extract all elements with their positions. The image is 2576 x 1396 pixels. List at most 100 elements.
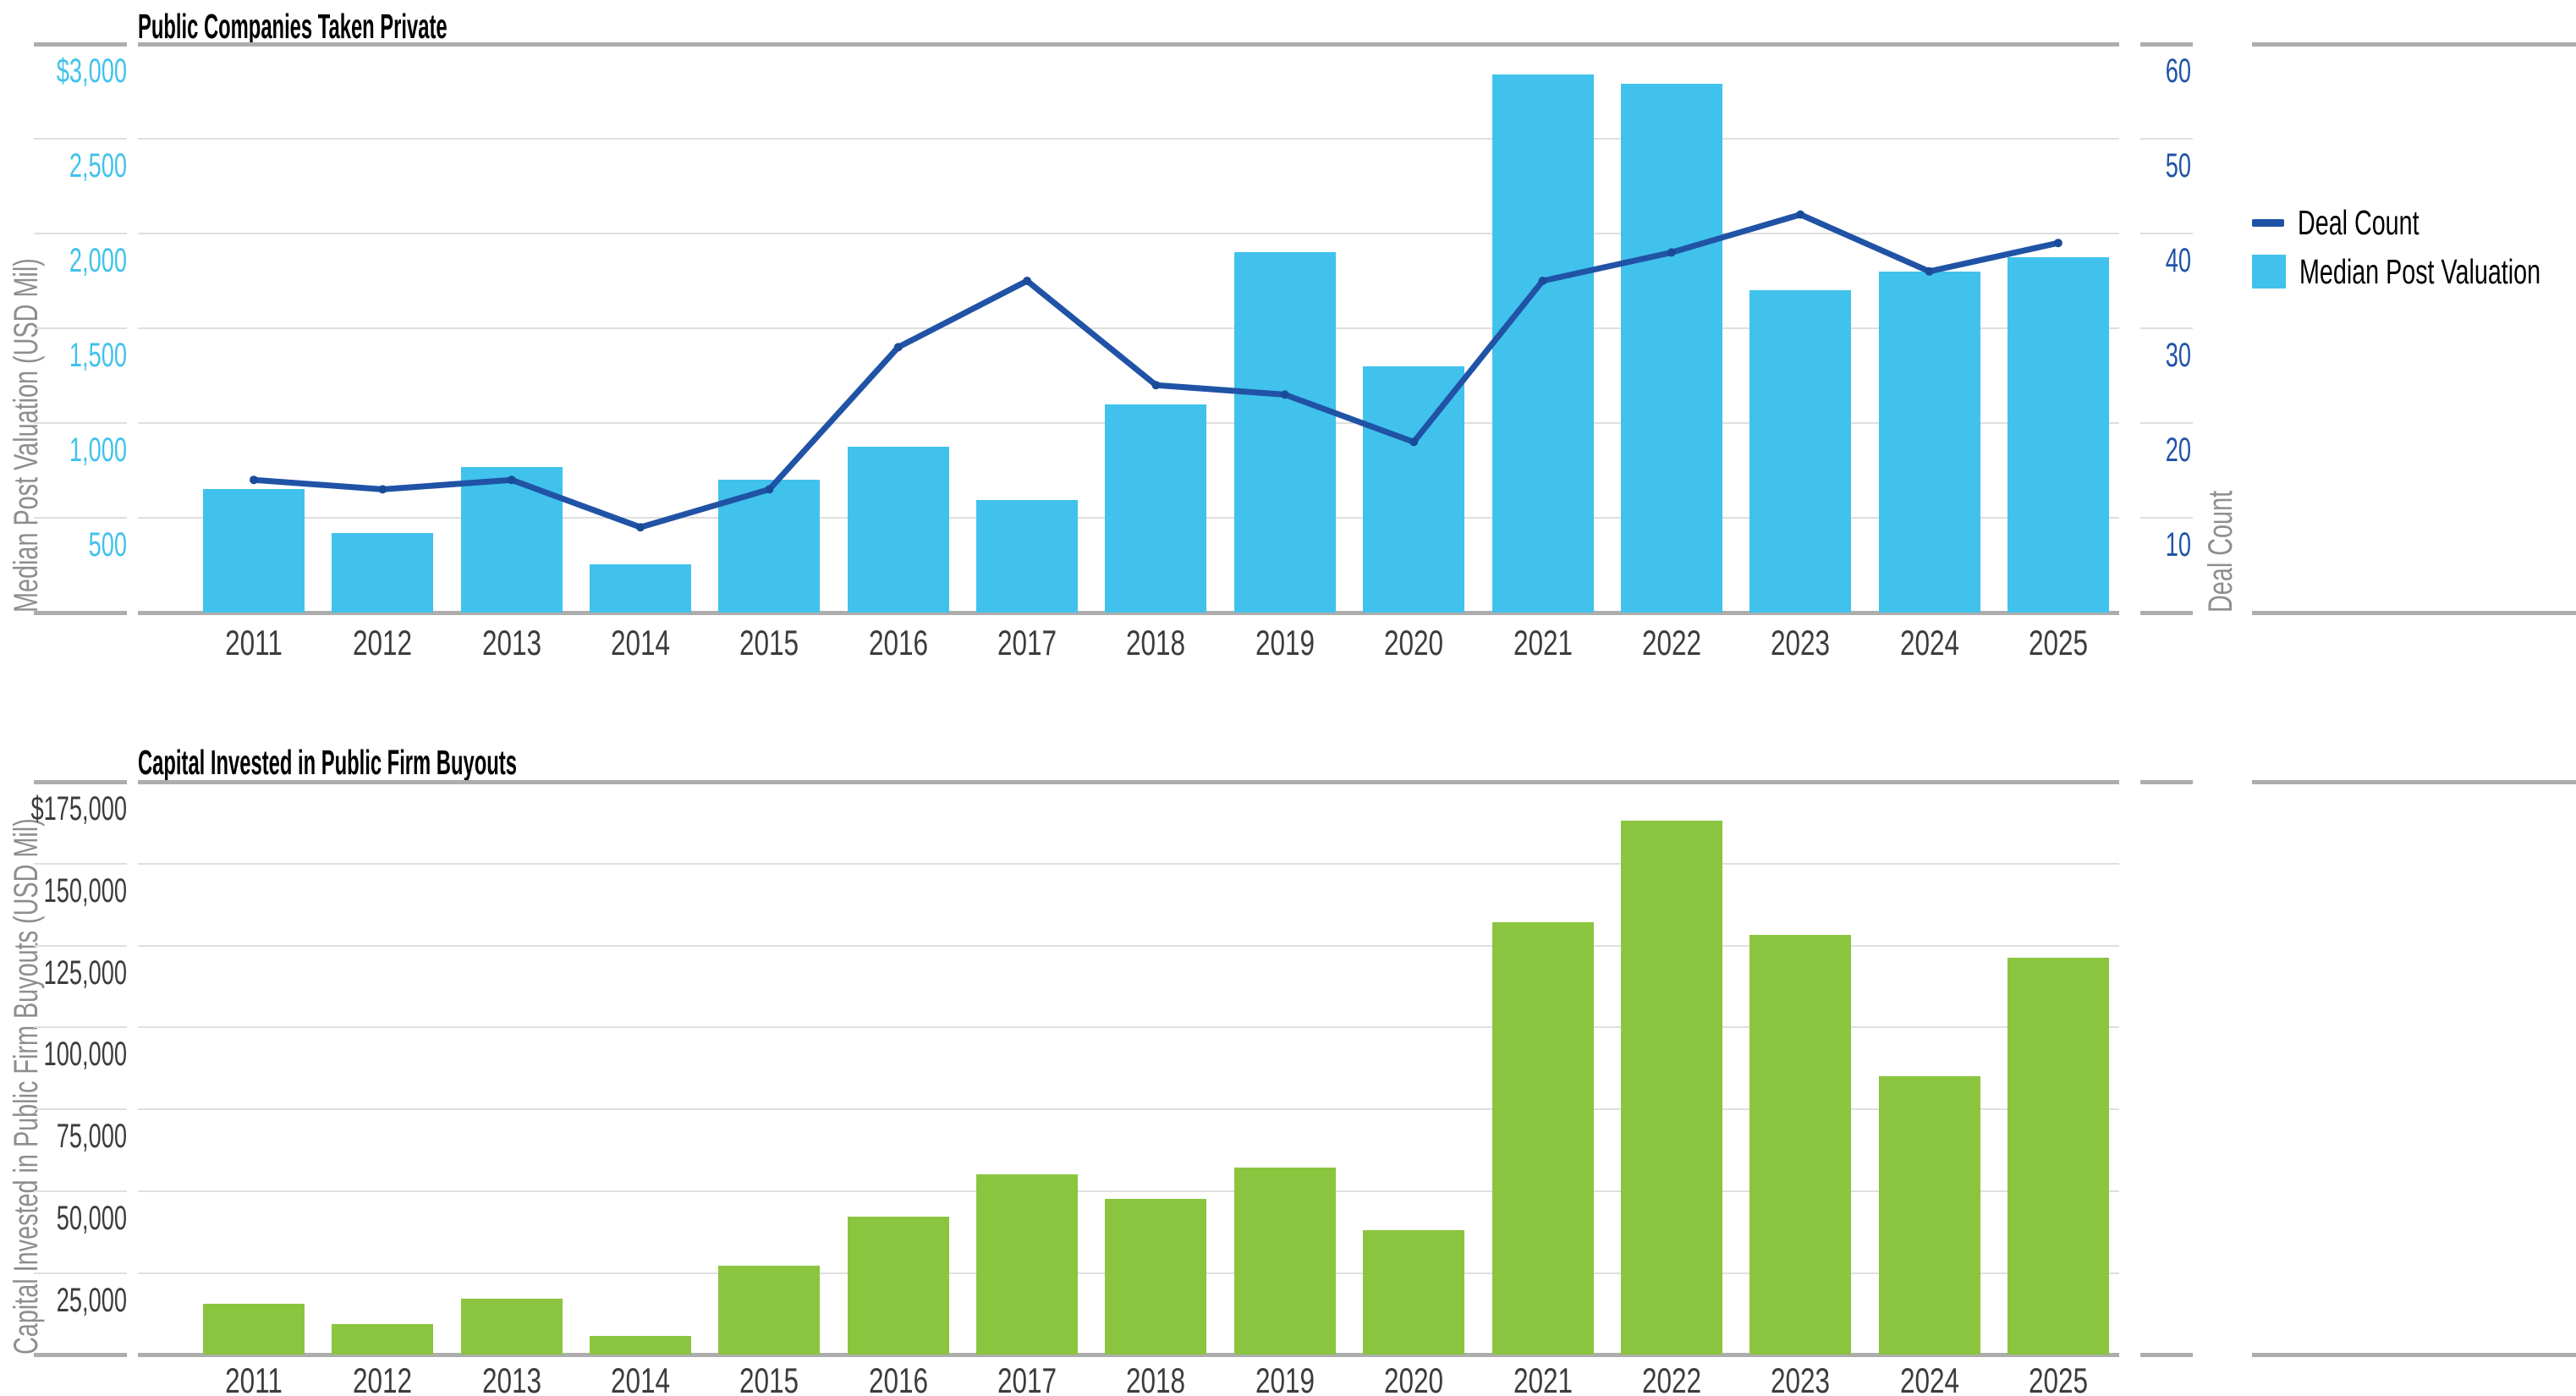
legend-item-deal-count: Deal Count xyxy=(2252,198,2576,247)
bar-2021 xyxy=(1491,921,1594,1355)
deal-count-point-2019 xyxy=(1280,390,1289,399)
x-tick-label-2011: 2011 xyxy=(225,623,283,662)
bar-2025 xyxy=(2007,958,2109,1355)
y-axis-tick-line-left xyxy=(34,422,127,424)
bar-2021 xyxy=(1491,74,1594,613)
x-axis-tick-line-left xyxy=(34,1352,127,1357)
x-tick-label-2022: 2022 xyxy=(1641,623,1701,662)
x-tick-label-2012: 2012 xyxy=(353,1360,413,1396)
deal-count-line-swatch-icon xyxy=(2252,218,2284,227)
x-tick-label-2014: 2014 xyxy=(611,1360,671,1396)
bar-2025 xyxy=(2007,257,2109,613)
deal-count-point-2011 xyxy=(250,475,258,485)
bar-2014 xyxy=(590,1335,692,1355)
gridline xyxy=(138,1108,2119,1111)
x-tick-label-2013: 2013 xyxy=(481,623,541,662)
x-tick-label-2023: 2023 xyxy=(1771,1360,1831,1396)
y-axis-tick-line-left xyxy=(34,1108,127,1111)
x-tick-label-2011: 2011 xyxy=(225,1360,283,1396)
x-tick-label-2016: 2016 xyxy=(868,623,928,662)
y-axis-tick-line-left xyxy=(34,517,127,519)
y-axis-tick-line-right xyxy=(2140,41,2193,47)
x-tick-label-2024: 2024 xyxy=(1899,623,1959,662)
y-axis-tick-line-left xyxy=(34,138,127,140)
x-tick-label-2016: 2016 xyxy=(868,1360,928,1396)
y-tick-label-left: 125,000 xyxy=(43,954,127,992)
median-post-valuation-swatch-icon xyxy=(2252,255,2286,289)
deal-count-point-2021 xyxy=(1538,277,1547,285)
x-tick-label-2025: 2025 xyxy=(2028,623,2088,662)
y-axis-tick-line-left xyxy=(34,779,127,784)
y-axis-tick-line-right xyxy=(2140,138,2193,140)
x-tick-label-2018: 2018 xyxy=(1126,623,1186,662)
deal-count-point-2022 xyxy=(1667,248,1676,257)
bar-2011 xyxy=(203,1303,305,1355)
bar-2017 xyxy=(976,1174,1079,1355)
y-tick-label-left: 1,000 xyxy=(69,431,127,469)
deal-count-point-2023 xyxy=(1796,210,1805,219)
x-tick-label-2019: 2019 xyxy=(1255,1360,1315,1396)
legend-column-bottom-line xyxy=(2252,1352,2576,1357)
legend: Deal Count Median Post Valuation xyxy=(2252,198,2576,296)
bar-2016 xyxy=(847,447,949,613)
deal-count-point-2024 xyxy=(1925,267,1934,276)
bar-2016 xyxy=(847,1217,949,1355)
deal-count-point-2018 xyxy=(1151,381,1161,390)
y-axis-tick-line-right xyxy=(2140,779,2193,784)
bar-2013 xyxy=(460,1299,563,1355)
y-tick-label-right: 60 xyxy=(2165,52,2191,90)
y-axis-tick-line-left xyxy=(34,944,127,947)
legend-column-top-line xyxy=(2252,41,2576,47)
bar-2017 xyxy=(976,499,1079,613)
gridline xyxy=(138,327,2119,329)
y-tick-label-right: 30 xyxy=(2165,337,2191,374)
y-tick-label-left: 2,500 xyxy=(69,147,127,184)
y-axis-tick-line-right xyxy=(2140,517,2193,519)
gridline xyxy=(138,862,2119,865)
bar-2019 xyxy=(1233,1168,1336,1355)
bar-2012 xyxy=(332,532,434,613)
legend-column-top-line xyxy=(2252,779,2576,784)
axis-top-line xyxy=(138,779,2119,784)
bar-2015 xyxy=(718,1266,821,1355)
y-axis-tick-line-left xyxy=(34,1272,127,1274)
y-tick-label-left: 25,000 xyxy=(56,1281,127,1319)
x-tick-label-2020: 2020 xyxy=(1384,623,1444,662)
x-axis-tick-line-left xyxy=(34,610,127,615)
y-tick-label-left: 50,000 xyxy=(56,1200,127,1237)
x-tick-label-2024: 2024 xyxy=(1899,1360,1959,1396)
legend-label-median-post-valuation: Median Post Valuation xyxy=(2299,251,2541,291)
deal-count-line xyxy=(250,212,2062,530)
legend-label-deal-count: Deal Count xyxy=(2298,202,2419,242)
legend-item-median-post-valuation: Median Post Valuation xyxy=(2252,247,2576,296)
deal-count-point-2014 xyxy=(636,523,645,532)
chart-title-public-companies-taken-private: Public Companies Taken Private xyxy=(138,7,448,46)
y-axis-tick-line-left xyxy=(34,1026,127,1029)
x-tick-label-2021: 2021 xyxy=(1513,1360,1573,1396)
x-tick-label-2022: 2022 xyxy=(1641,1360,1701,1396)
y-tick-label-right: 10 xyxy=(2165,526,2191,563)
bar-2020 xyxy=(1363,1229,1465,1355)
y-axis-tick-line-left xyxy=(34,327,127,329)
gridline xyxy=(138,944,2119,947)
x-tick-label-2017: 2017 xyxy=(997,623,1057,662)
x-axis-line xyxy=(138,1352,2119,1357)
y-tick-label-left: 500 xyxy=(88,526,127,563)
bar-2018 xyxy=(1105,1199,1207,1355)
deal-count-point-2015 xyxy=(765,485,774,494)
y-tick-label-left: 100,000 xyxy=(43,1036,127,1074)
deal-count-point-2025 xyxy=(2053,239,2062,248)
bar-2019 xyxy=(1233,252,1336,613)
bar-2024 xyxy=(1878,1075,1980,1355)
x-tick-label-2019: 2019 xyxy=(1255,623,1315,662)
gridline xyxy=(138,233,2119,234)
y-axis-tick-line-right xyxy=(2140,327,2193,329)
x-tick-label-2015: 2015 xyxy=(739,1360,799,1396)
y-axis-tick-line-left xyxy=(34,862,127,865)
bar-2011 xyxy=(203,489,305,613)
y-tick-label-right: 40 xyxy=(2165,242,2191,279)
bar-2020 xyxy=(1363,365,1465,613)
x-tick-label-2012: 2012 xyxy=(353,623,413,662)
y-tick-label-left: 1,500 xyxy=(69,337,127,374)
